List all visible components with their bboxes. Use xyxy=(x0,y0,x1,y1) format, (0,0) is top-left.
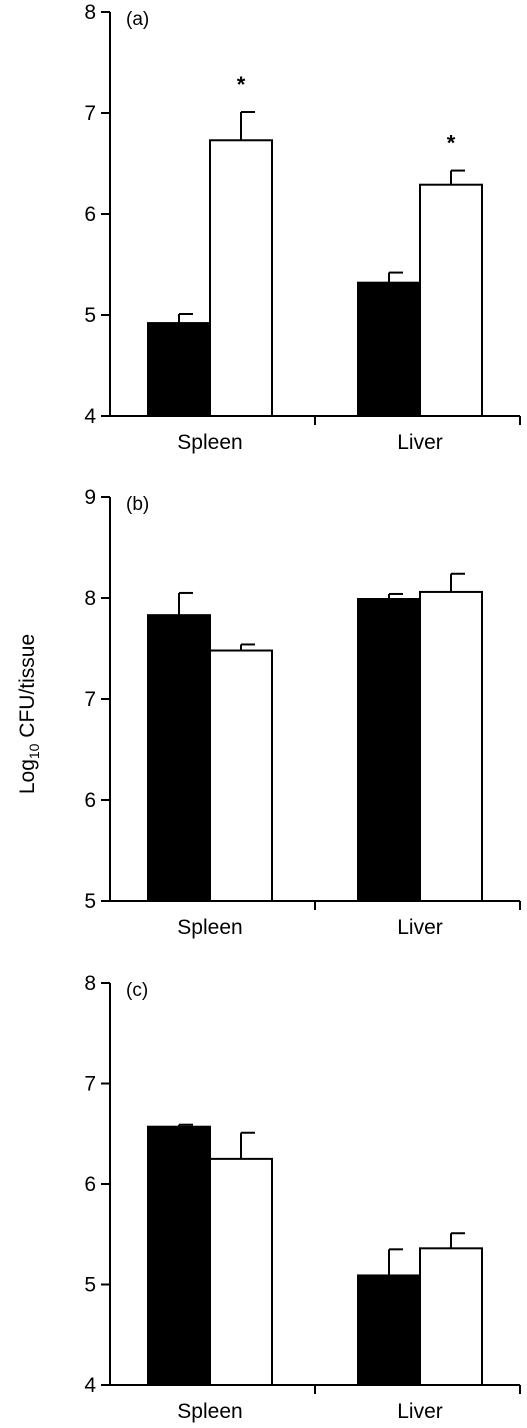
y-tick-label: 6 xyxy=(84,1173,96,1196)
y-tick-label: 7 xyxy=(84,1073,96,1096)
panel-label: (b) xyxy=(126,494,149,515)
y-tick-label: 5 xyxy=(84,1274,96,1297)
panel-1: 4 5 6 7 8 (a) * Spleen * Liver xyxy=(84,1,521,454)
panel-2: 5 6 7 8 9 (b) Spleen Liver xyxy=(84,486,521,939)
y-tick-label: 6 xyxy=(84,203,96,226)
y-tick-label: 5 xyxy=(84,304,96,327)
panel-label: (a) xyxy=(126,9,149,30)
y-tick-label: 4 xyxy=(84,1374,96,1397)
significance-mark: * xyxy=(237,72,246,97)
bar-spleen-2 xyxy=(209,1157,273,1386)
y-tick-label: 4 xyxy=(84,405,96,428)
category-label: Spleen xyxy=(177,431,242,454)
y-tick-label: 6 xyxy=(84,789,96,812)
panel-3: 4 5 6 7 8 (c) Spleen Liver xyxy=(84,972,521,1423)
y-tick-label: 7 xyxy=(84,688,96,711)
panel-label: (c) xyxy=(126,980,148,1001)
category-label: Liver xyxy=(397,916,443,939)
y-tick-label: 8 xyxy=(84,1,96,24)
y-tick-label: 8 xyxy=(84,587,96,610)
bar-liver-1 xyxy=(357,598,421,902)
bar-liver-1 xyxy=(357,281,421,417)
bar-spleen-1 xyxy=(147,1125,211,1386)
bar-spleen-2 xyxy=(209,649,273,903)
y-axis-label: Log10 CFU/tissue xyxy=(16,634,42,794)
category-label: Spleen xyxy=(177,916,242,939)
bar-spleen-2 xyxy=(209,139,273,418)
bar-liver-2 xyxy=(419,590,483,902)
significance-mark: * xyxy=(447,131,456,156)
category-label: Liver xyxy=(397,431,443,454)
y-tick-label: 5 xyxy=(84,890,96,913)
bar-spleen-1 xyxy=(147,322,211,417)
category-label: Spleen xyxy=(177,1400,242,1423)
bar-liver-2 xyxy=(419,1247,483,1386)
bar-spleen-1 xyxy=(147,614,211,902)
y-tick-label: 8 xyxy=(84,972,96,995)
y-tick-label: 7 xyxy=(84,102,96,125)
bar-liver-2 xyxy=(419,183,483,417)
category-label: Liver xyxy=(397,1400,443,1423)
bar-liver-1 xyxy=(357,1274,421,1386)
y-tick-label: 9 xyxy=(84,486,96,509)
